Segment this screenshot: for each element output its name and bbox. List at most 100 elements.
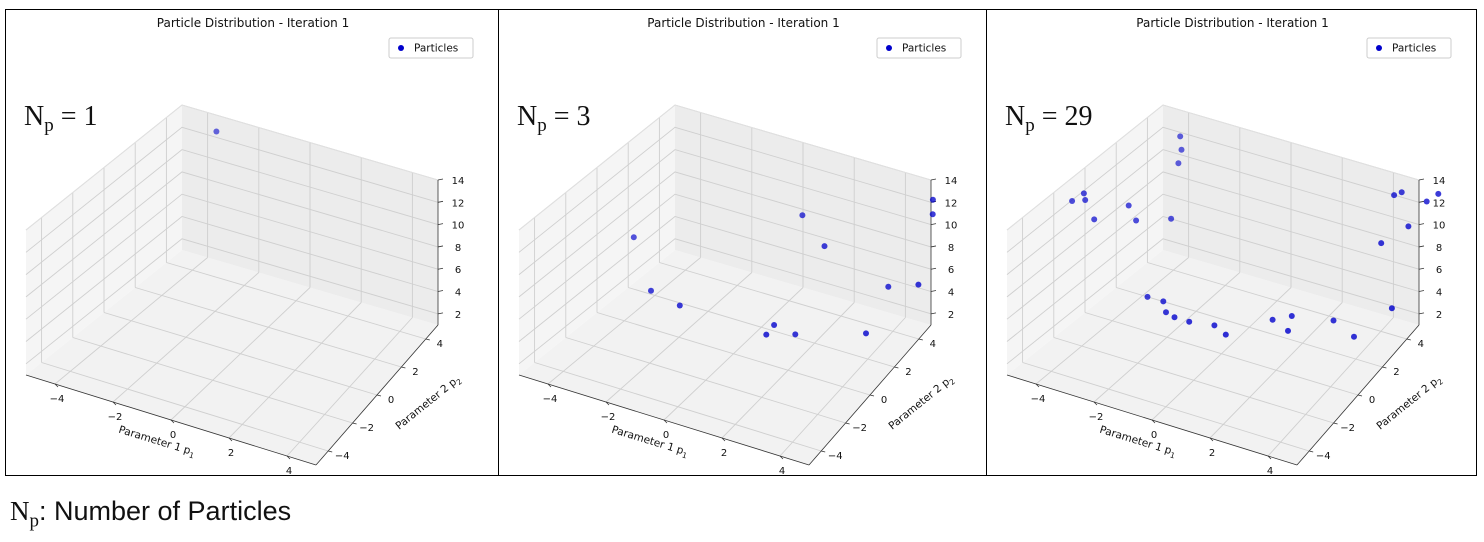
z-tick-label: 2 [1436, 310, 1442, 321]
top-edge [1006, 104, 1420, 231]
y-tick-label: −2 [852, 423, 867, 434]
particle-point [1175, 160, 1182, 167]
np-label: Np = 1 [24, 101, 98, 136]
y-tick-mark [328, 450, 333, 453]
np-subscript: p [44, 115, 54, 136]
x-tick-label: −2 [108, 412, 123, 423]
x-tick-mark [779, 455, 784, 460]
z-tick-label: 12 [945, 198, 958, 209]
particle-point [1080, 190, 1087, 197]
x-tick-label: 0 [1151, 430, 1157, 441]
chart-title: Particle Distribution - Iteration 1 [157, 16, 349, 30]
y-gridline-floor [1084, 312, 1359, 396]
footnote-text: : Number of Particles [39, 496, 292, 526]
data-points [1069, 133, 1442, 340]
particle-point [792, 331, 799, 338]
y-gridline-floor [565, 337, 846, 424]
particle-point [885, 283, 892, 290]
y-axis-label: Parameter 2 p2 [1374, 373, 1445, 434]
y-tick-label: 0 [388, 395, 394, 406]
particle-point [1388, 305, 1395, 312]
x-tick-label: 4 [286, 466, 292, 476]
y-tick-mark [352, 422, 357, 425]
particle-point [1405, 223, 1412, 230]
data-points [630, 196, 936, 338]
z-gridline [25, 126, 439, 253]
floor-pane [1007, 250, 1419, 465]
particle-point [1435, 190, 1442, 197]
x-tick-mark [1151, 419, 1156, 424]
y-axis-label-sub: 2 [455, 377, 465, 387]
particle-point [1160, 298, 1167, 305]
z-tick-mark [1418, 245, 1425, 248]
x-tick-mark [663, 419, 668, 424]
particle-point [1178, 146, 1185, 153]
y-tick-label: 4 [930, 339, 936, 350]
particle-point [1133, 217, 1140, 224]
particle-point [1330, 317, 1337, 324]
y-gridline-floor [72, 337, 353, 424]
legend-label: Particles [414, 43, 458, 55]
legend-box [876, 37, 962, 59]
z-gridline [1006, 216, 1420, 342]
y-tick-label: −2 [1340, 423, 1355, 434]
z-gridline [518, 238, 932, 365]
footnote-subscript: p [29, 510, 40, 532]
z-gridline [518, 193, 932, 320]
z-tick-mark [1418, 312, 1425, 315]
x-tick-label: −2 [601, 412, 616, 423]
y-gridline-floor [103, 312, 378, 396]
particle-point [1171, 314, 1178, 321]
legend: Particles [1366, 37, 1452, 59]
z-gridline [518, 216, 932, 342]
z-tick-label: 2 [948, 310, 954, 321]
x-axis-label: Parameter 1 p1 [117, 424, 197, 461]
np-label: Np = 3 [517, 101, 591, 136]
y-tick-mark [376, 394, 382, 397]
particle-point [1211, 322, 1218, 329]
particle-point [1069, 198, 1076, 204]
chart-panel-2: −4 −2 0 2 4 −4 −2 0 2 4 2 4 6 8 10 12 14 Parameter 1 p1 Pa… [498, 9, 987, 476]
y-gridline-floor [135, 287, 402, 368]
z-tick-label: 6 [948, 265, 954, 276]
z-tick-mark [437, 267, 444, 270]
z-gridline [518, 126, 932, 253]
np-symbol: N [517, 101, 537, 132]
y-gridline-floor [534, 362, 822, 452]
particle-point [1222, 331, 1229, 338]
y-gridline-floor [41, 362, 329, 452]
z-gridline [25, 193, 439, 320]
x-tick-mark [547, 383, 552, 388]
z-tick-mark [437, 245, 444, 248]
axis-panes [519, 105, 931, 465]
y-tick-mark [894, 366, 899, 369]
particle-point [630, 234, 637, 241]
x-tick-label: −4 [50, 394, 65, 405]
y-tick-mark [1357, 394, 1363, 397]
chart-title: Particle Distribution - Iteration 1 [1136, 16, 1328, 30]
pane-edges [518, 104, 932, 231]
z-tick-label: 6 [455, 265, 461, 276]
z-gridline [1006, 193, 1420, 320]
x-tick-mark [54, 383, 59, 388]
legend-box [388, 37, 474, 59]
x-tick-label: 0 [170, 430, 176, 441]
particle-point [1091, 216, 1098, 223]
z-tick-label: 2 [455, 310, 461, 321]
z-tick-label: 10 [452, 221, 465, 232]
chart-title: Particle Distribution - Iteration 1 [647, 16, 839, 30]
y-gridline-floor [659, 262, 919, 340]
particle-point [1144, 293, 1151, 300]
y-gridline-floor [1147, 262, 1407, 340]
np-symbol: N [1005, 101, 1025, 132]
chart-panel-3: −4 −2 0 2 4 −4 −2 0 2 4 2 4 6 8 10 12 14 Parameter 1 p1 Pa… [986, 9, 1477, 476]
x-tick-mark [721, 437, 726, 442]
y-tick-label: 4 [437, 339, 443, 350]
chart-panel-1: −4 −2 0 2 4 −4 −2 0 2 4 2 4 6 8 10 12 14 Parameter 1 p1 Pa… [5, 9, 499, 476]
z-tick-label: 4 [948, 288, 954, 299]
legend: Particles [388, 37, 474, 59]
y-tick-mark [425, 338, 430, 341]
y-tick-label: −4 [1316, 451, 1331, 462]
np-label: Np = 29 [1005, 101, 1093, 136]
